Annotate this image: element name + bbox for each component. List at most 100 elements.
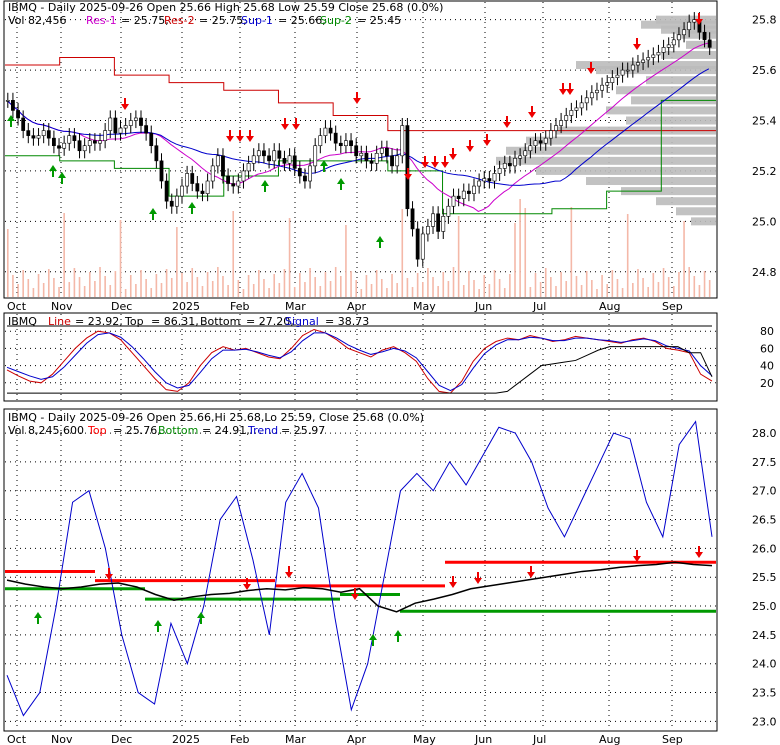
volume-profile-bar — [616, 86, 716, 95]
volume-bar — [611, 270, 614, 297]
price-candle-body — [241, 170, 246, 182]
price-candle-body — [651, 54, 656, 58]
volume-bar — [698, 285, 701, 297]
price-panel-frame — [3, 0, 718, 299]
trend-y-tick: 28.0 — [752, 427, 777, 440]
price-candle-body — [436, 213, 441, 232]
price-x-tick: Nov — [51, 300, 73, 313]
price-candle-body — [661, 47, 666, 53]
volume-bar — [601, 275, 603, 297]
price-candle-body — [323, 127, 328, 136]
volume-bar — [457, 216, 460, 297]
buy-arrow-marker — [369, 634, 377, 646]
volume-bar — [206, 272, 209, 297]
buy-arrow-marker — [7, 115, 15, 127]
trend-y-tick: 27.0 — [752, 485, 777, 498]
sell-arrow-marker — [121, 98, 129, 110]
price-candle-body — [600, 84, 604, 91]
trend-x-tick: Dec — [111, 733, 132, 745]
price-y-tick: 25.2 — [752, 165, 777, 178]
price-x-tick: Aug — [599, 300, 620, 313]
price-candle-body — [625, 69, 630, 72]
sell-arrow-marker — [527, 566, 535, 578]
price-candle-body — [128, 120, 133, 126]
volume-bar — [498, 279, 501, 297]
trend-x-tick: Jul — [532, 733, 546, 745]
volume-bar — [68, 282, 71, 297]
volume-bar — [452, 267, 455, 297]
res1-label: Res-1 — [86, 14, 117, 27]
volume-bar — [237, 280, 240, 297]
volume-bar — [222, 276, 224, 297]
price-candle-body — [523, 150, 528, 157]
volume-profile-bar — [596, 66, 716, 75]
price-candle-body — [103, 130, 108, 141]
sell-arrow-marker — [483, 134, 491, 146]
price-candle-body — [272, 150, 277, 162]
volume-bar — [473, 280, 475, 297]
volume-bar — [575, 276, 578, 297]
volume-bar — [196, 277, 199, 297]
price-x-tick: May — [413, 300, 436, 313]
price-candle-body — [195, 183, 200, 192]
volume-bar — [585, 271, 588, 297]
volume-bar — [217, 267, 219, 297]
volume-bar — [524, 208, 527, 297]
sell-arrow-marker — [695, 546, 703, 558]
volume-bar — [319, 286, 322, 297]
price-candle-body — [118, 127, 123, 134]
price-candle-body — [31, 135, 36, 139]
price-candle-body — [205, 180, 210, 194]
price-candle-body — [92, 140, 97, 144]
osc-y-tick: 60 — [760, 342, 774, 355]
volume-profile-bar — [626, 116, 716, 125]
price-candle-body — [77, 140, 82, 152]
blue-average-line — [6, 68, 710, 186]
volume-bar — [258, 270, 260, 297]
osc-signal-line — [6, 332, 713, 392]
price-candle-body — [456, 195, 461, 199]
trend-x-tick: Sep — [662, 733, 683, 745]
price-candle-body — [426, 226, 430, 235]
volume-profile-bar — [586, 177, 716, 186]
volume-bar — [365, 275, 368, 297]
volume-bar — [47, 269, 50, 297]
sell-arrow-marker — [404, 168, 412, 180]
price-x-tick: Jun — [474, 300, 492, 313]
trend-x-tick: Mar — [285, 733, 306, 745]
price-candle-body — [169, 200, 174, 207]
volume-bar — [606, 284, 609, 297]
volume-bar — [380, 279, 383, 297]
price-candle-body — [210, 165, 215, 182]
volume-bar — [493, 270, 496, 297]
volume-bar — [53, 278, 55, 297]
price-candle-body — [410, 208, 415, 230]
sell-arrow-marker — [503, 116, 511, 128]
buy-arrow-marker — [376, 236, 384, 248]
price-x-tick: Sep — [662, 300, 683, 313]
trend-panel-title: IBMQ - Daily 2025-09-26 Open 25.66,Hi 25… — [8, 411, 424, 424]
volume-bar — [401, 209, 404, 297]
volume-bar — [519, 199, 521, 297]
price-candle-body — [215, 155, 220, 167]
price-candle-body — [620, 69, 625, 76]
volume-bar — [242, 289, 245, 297]
price-candle-body — [308, 165, 312, 182]
buy-arrow-marker — [149, 208, 157, 220]
resistance-line — [5, 56, 716, 132]
volume-profile-bar — [496, 156, 716, 165]
price-candle-body — [405, 125, 410, 210]
price-y-tick: 25.8 — [752, 14, 777, 27]
trend-panel-vol: Vol 8,245,600 — [8, 424, 84, 437]
price-candle-body — [236, 180, 241, 187]
price-candle-body — [313, 145, 318, 167]
osc-y-tick: 80 — [760, 325, 774, 338]
volume-bar — [355, 280, 357, 297]
volume-bar — [483, 275, 486, 297]
price-candle-body — [548, 130, 553, 139]
oscillator-panel: 80 60 40 20 — [6, 325, 774, 394]
price-candle-body — [338, 142, 343, 147]
osc-top-label: Top — [124, 315, 144, 328]
volume-bar — [375, 270, 378, 297]
